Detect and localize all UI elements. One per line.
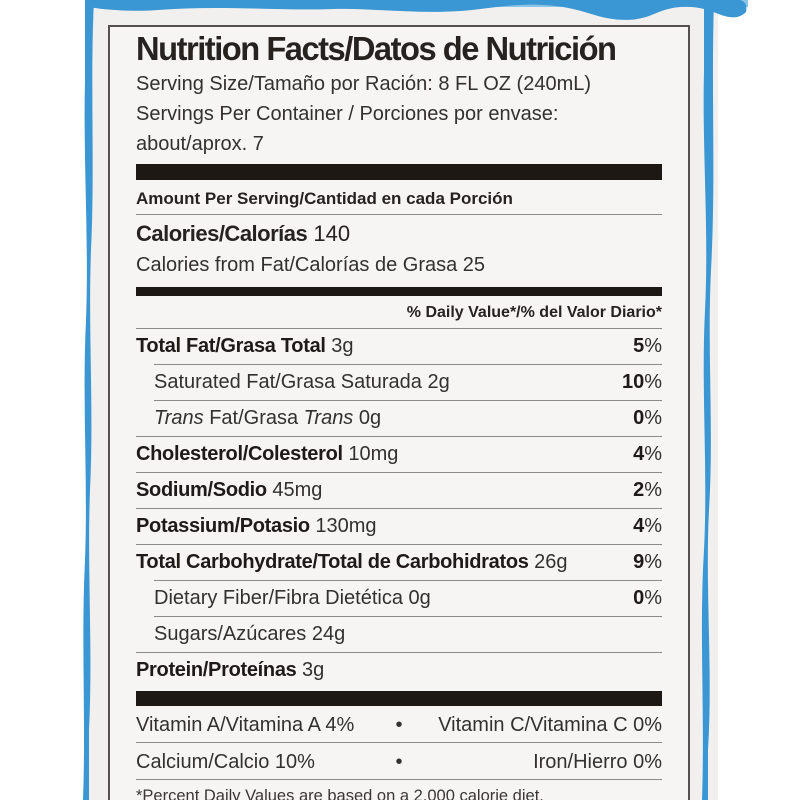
vitamin-row: Vitamin A/Vitamina A 4% • Vitamin C/Vitami… [136,706,662,742]
row-separator [136,436,662,437]
calories-value: 140 [313,221,351,246]
daily-value: 0% [633,407,662,429]
daily-value: 2% [633,479,662,501]
amount-per-serving-heading: Amount Per Serving/Cantidad en cada Porc… [136,187,662,215]
row-separator [136,652,662,653]
nutrient-name-and-amount: Cholesterol/Colesterol 10mg [136,443,399,465]
thick-divider-top [136,164,662,180]
carton-blue-wave-top [88,0,748,26]
daily-value: 9% [633,551,662,573]
calories-label: Calories/Calorías [136,221,308,246]
nutrient-name-and-amount: Sugars/Azúcares 24g [154,623,346,645]
medium-divider [136,287,662,296]
vitamin-row: Calcium/Calcio 10% • Iron/Hierro 0% [136,743,662,779]
nutrient-row: Potassium/Potasio 130mg 4% [136,509,662,544]
row-separator [136,328,662,329]
bullet-separator: • [395,714,403,736]
nutrient-row: Saturated Fat/Grasa Saturada 2g 10% [136,365,662,400]
daily-value: 4% [633,443,662,465]
nutrient-row: Dietary Fiber/Fibra Dietética 0g 0% [136,581,662,616]
daily-value: 10% [621,371,662,393]
stripe-icon [83,0,94,800]
label-title: Nutrition Facts/Datos de Nutrición [136,30,617,67]
nutrient-name-and-amount: Protein/Proteínas 3g [136,659,325,681]
nutrient-table: Total Fat/Grasa Total 3g 5% Saturated Fat/… [136,328,662,688]
row-separator [136,779,662,780]
nutrient-name-and-amount: Total Carbohydrate/Total de Carbohidrato… [136,551,568,573]
nutrient-row: Total Fat/Grasa Total 3g 5% [136,329,662,364]
footnotes: *Percent Daily Values are based on a 2,0… [136,780,662,800]
nutrient-name-and-amount: Sodium/Sodio 45mg [136,479,323,501]
nutrient-name-and-amount: Total Fat/Grasa Total 3g [136,335,354,357]
row-separator [136,508,662,509]
calories-row: Calories/Calorías 140 [136,217,662,250]
row-separator [154,400,662,401]
bullet-separator: • [395,751,403,773]
stripe-icon [701,0,714,800]
carton-right-blue-stripe [699,0,717,800]
vitamin-right: Vitamin C/Vitamina C 0% [438,714,662,736]
thick-divider-protein [136,691,662,706]
nutrient-row: Trans Fat/Grasa Trans 0g 0% [136,401,662,436]
row-separator [154,364,662,365]
daily-value: 0% [633,587,662,609]
daily-value-heading: % Daily Value*/% del Valor Diario* [406,304,662,321]
nutrient-name-and-amount: Dietary Fiber/Fibra Dietética 0g [154,587,431,609]
row-separator [154,580,662,581]
row-separator [136,472,662,473]
vitamin-left: Calcium/Calcio 10% [136,751,315,773]
servings-per-container-line: Servings Per Container / Porciones por e… [136,103,559,155]
nutrient-name-and-amount: Trans Fat/Grasa Trans 0g [154,407,382,429]
nutrient-row: Sugars/Azúcares 24g [136,617,662,652]
daily-value: 4% [633,515,662,537]
nutrient-row: Sodium/Sodio 45mg 2% [136,473,662,508]
nutrient-row: Cholesterol/Colesterol 10mg 4% [136,437,662,472]
row-separator [136,742,662,743]
nutrition-label: Nutrition Facts/Datos de Nutrición Servi… [108,25,690,800]
row-separator [154,616,662,617]
serving-size-line: Serving Size/Tamaño por Ración: 8 FL OZ … [136,73,592,95]
nutrient-row: Protein/Proteínas 3g [136,653,662,688]
wave-icon [88,0,748,20]
vitamin-left: Vitamin A/Vitamina A 4% [136,714,355,736]
row-separator [136,544,662,545]
footnote-line: *Percent Daily Values are based on a 2,0… [136,787,544,800]
carton-left-blue-stripe [81,0,97,800]
daily-value: 5% [633,335,662,357]
nutrient-name-and-amount: Saturated Fat/Grasa Saturada 2g [154,371,450,393]
calories-from-fat-line: Calories from Fat/Calorías de Grasa 25 [136,254,486,276]
vitamin-right: Iron/Hierro 0% [533,751,662,773]
vitamin-table: Vitamin A/Vitamina A 4% • Vitamin C/Vitami… [136,706,662,780]
nutrient-name-and-amount: Potassium/Potasio 130mg [136,515,377,537]
nutrient-row: Total Carbohydrate/Total de Carbohidrato… [136,545,662,580]
